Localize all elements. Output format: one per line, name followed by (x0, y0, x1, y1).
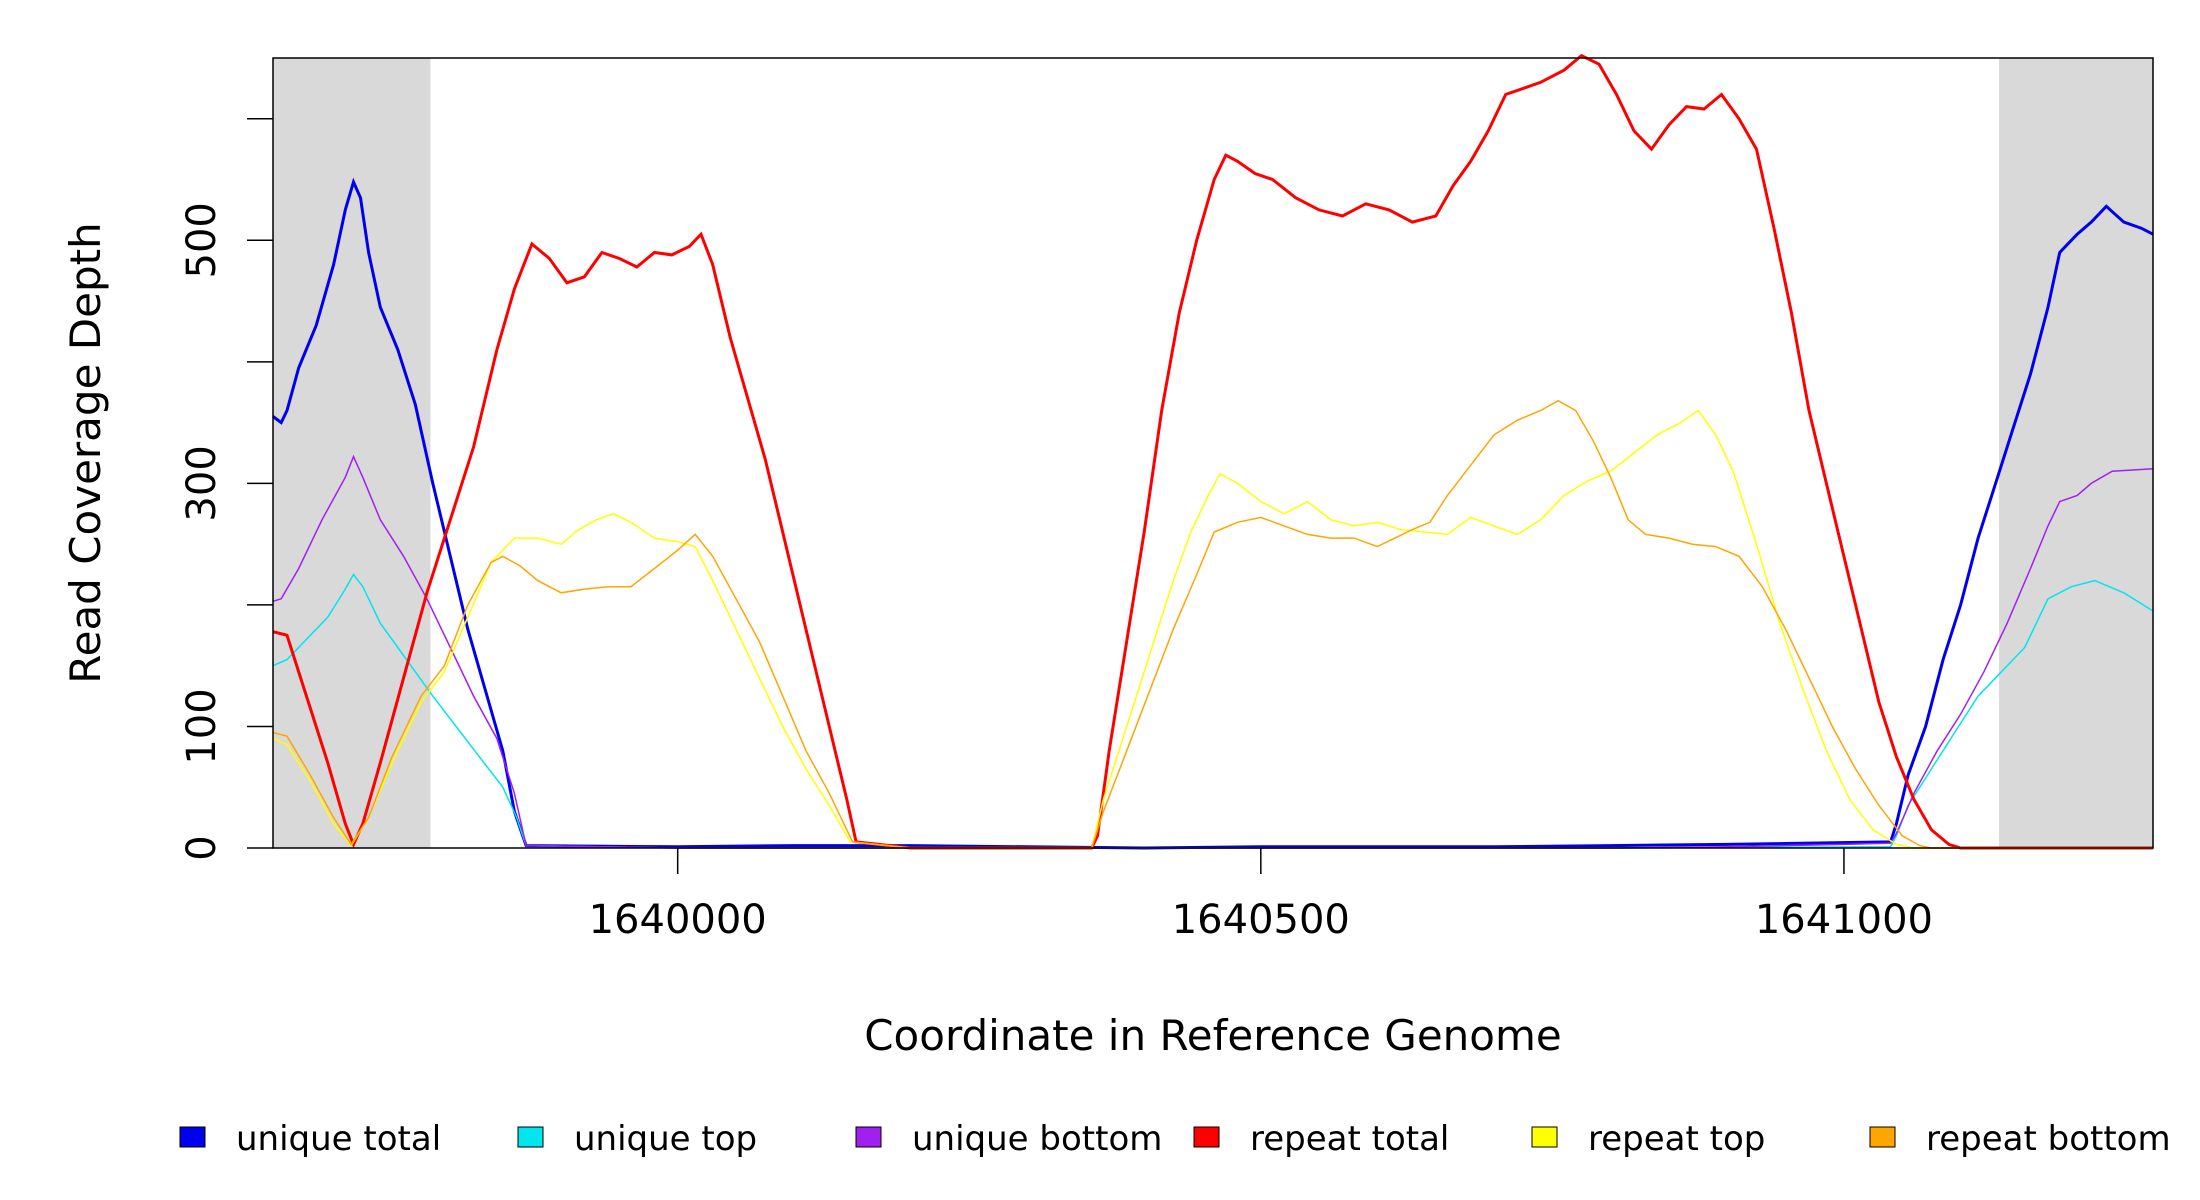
shaded-region-1 (1999, 58, 2153, 848)
legend-label-repeat-top: repeat top (1588, 1119, 1765, 1159)
x-axis-title: Coordinate in Reference Genome (864, 1011, 1562, 1060)
legend: unique total unique top unique bottom repea… (179, 1119, 2171, 1159)
y-tick-label-1: 100 (179, 688, 225, 764)
legend-swatch-repeat-total (1193, 1126, 1220, 1148)
series-line-unique-bottom (272, 454, 2154, 849)
series-line-unique-total (272, 177, 2154, 850)
series-line-repeat-top (272, 409, 2153, 849)
y-tick-label-3: 300 (179, 445, 225, 521)
legend-swatch-unique-top (517, 1126, 544, 1148)
series-line-unique-top (272, 573, 2154, 849)
legend-swatch-unique-bottom (855, 1126, 882, 1148)
plot-frame (272, 57, 2154, 849)
series-line-repeat-total (272, 53, 2153, 850)
legend-swatch-repeat-bottom (1869, 1126, 1896, 1148)
legend-label-unique-total: unique total (236, 1119, 441, 1159)
x-tick-label-0: 1640000 (589, 897, 767, 943)
legend-label-unique-top: unique top (574, 1119, 757, 1159)
x-tick-label-1: 1640500 (1172, 897, 1350, 943)
shaded-regions (273, 58, 2153, 848)
y-axis: 0 100 300 500 (179, 118, 273, 861)
legend-label-unique-bottom: unique bottom (912, 1119, 1162, 1159)
legend-swatch-repeat-top (1531, 1126, 1558, 1148)
series-lines (272, 53, 2154, 850)
series-line-repeat-bottom (272, 399, 2153, 849)
x-axis: 1640000 1640500 1641000 (589, 848, 1933, 943)
legend-label-repeat-bottom: repeat bottom (1926, 1119, 2171, 1159)
y-axis-title: Read Coverage Depth (61, 222, 110, 683)
legend-label-repeat-total: repeat total (1250, 1119, 1449, 1159)
y-tick-label-5: 500 (179, 202, 225, 278)
shaded-region-0 (273, 58, 431, 848)
y-tick-label-0: 0 (179, 835, 225, 860)
x-tick-label-2: 1641000 (1755, 897, 1933, 943)
legend-swatch-unique-total (179, 1126, 206, 1148)
